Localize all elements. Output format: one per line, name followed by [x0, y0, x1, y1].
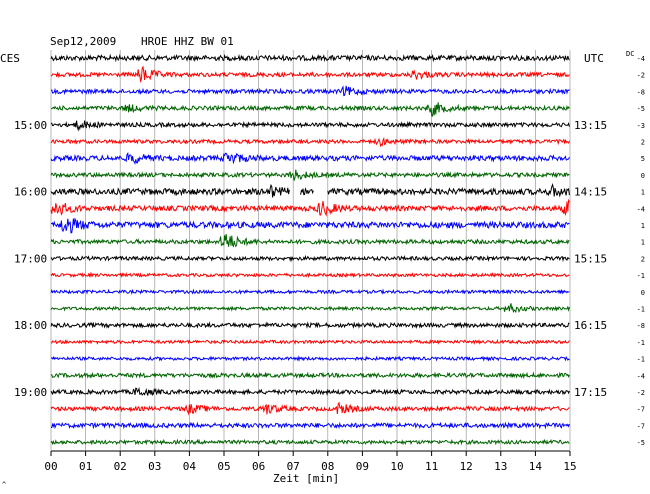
trace-row: [50, 120, 570, 132]
trace-row: [50, 321, 570, 329]
x-tick-label: 08: [321, 460, 334, 473]
dc-offset-label: -4: [637, 205, 645, 213]
x-tick-label: 02: [114, 460, 127, 473]
left-time-label: 17:00: [14, 252, 47, 265]
right-time-label: 13:15: [574, 119, 607, 132]
dc-offset-label: 2: [641, 139, 645, 147]
x-axis-ticks: 00 01 02 03 04 05 06 07 08 09 10 11 12 13 14 15: [44, 451, 577, 473]
trace-row: [50, 152, 570, 165]
trace-row: [50, 303, 570, 314]
right-time-label: 17:15: [574, 386, 607, 399]
dc-offset-label: -2: [637, 389, 645, 397]
trace-row: [50, 53, 570, 63]
left-time-labels: 15:00 16:00 17:00 18:00 19:00: [14, 119, 47, 399]
x-tick-label: 12: [460, 460, 473, 473]
dc-offset-label: -7: [637, 422, 645, 430]
x-axis-label: Zeit [min]: [273, 472, 339, 485]
left-time-label: 19:00: [14, 386, 47, 399]
dc-offset-labels: -4 -2 -8 -5 -3 2 5 0 1 -4 1 1 2 -1 0 -1 -8 -1 -1 -4 -2 -7 -7 -5: [637, 55, 645, 447]
right-time-labels: 13:15 14:15 15:15 16:15 17:15: [574, 119, 607, 399]
x-tick-label: 05: [217, 460, 230, 473]
dc-offset-label: -8: [637, 322, 645, 330]
dc-header-label: DC: [626, 50, 634, 58]
right-time-label: 14:15: [574, 186, 607, 199]
dc-offset-label: -2: [637, 72, 645, 80]
trace-row: [50, 271, 570, 279]
dc-offset-label: -5: [637, 105, 645, 113]
dc-offset-label: -1: [637, 339, 645, 347]
trace-row: [50, 438, 570, 446]
x-tick-label: 06: [252, 460, 265, 473]
dc-offset-label: -7: [637, 406, 645, 414]
x-tick-label: 03: [148, 460, 161, 473]
trace-row: [50, 386, 570, 396]
dc-offset-label: -1: [637, 306, 645, 314]
header-station: HROE HHZ BW 01: [141, 35, 234, 48]
left-time-label: 18:00: [14, 319, 47, 332]
trace-row: [50, 85, 570, 97]
header-date: Sep12,2009: [50, 35, 116, 48]
x-tick-label: 01: [79, 460, 92, 473]
dc-offset-label: -1: [637, 272, 645, 280]
dc-offset-label: 5: [641, 155, 645, 163]
x-tick-label: 07: [287, 460, 300, 473]
left-zone-label: CES: [0, 52, 20, 65]
x-tick-label: 10: [390, 460, 403, 473]
corner-mark: ^: [2, 481, 6, 489]
trace-row: [50, 338, 570, 345]
dc-offset-label: 0: [641, 172, 645, 180]
dc-offset-label: -3: [637, 122, 645, 130]
dc-offset-label: 2: [641, 255, 645, 263]
trace-row: [50, 198, 570, 217]
trace-row: [50, 234, 570, 248]
seismic-traces: [50, 53, 570, 446]
dc-offset-label: -4: [637, 372, 645, 380]
left-time-label: 15:00: [14, 119, 47, 132]
right-time-label: 15:15: [574, 252, 607, 265]
trace-row: [50, 102, 570, 117]
dc-offset-label: -8: [637, 88, 645, 96]
dc-offset-label: -4: [637, 55, 645, 63]
trace-row: [50, 137, 570, 148]
x-tick-label: 04: [183, 460, 197, 473]
dc-offset-label: -1: [637, 356, 645, 364]
dc-offset-label: 1: [641, 222, 645, 230]
right-time-label: 16:15: [574, 319, 607, 332]
dc-offset-label: 1: [641, 239, 645, 247]
right-zone-label: UTC: [584, 52, 604, 65]
trace-row: [51, 65, 570, 84]
trace-row: [50, 288, 570, 295]
trace-row: [50, 401, 570, 416]
x-tick-label: 09: [356, 460, 369, 473]
dc-offset-label: 1: [641, 189, 645, 197]
x-tick-label: 15: [563, 460, 576, 473]
trace-row: [50, 183, 570, 198]
x-tick-label: 00: [44, 460, 57, 473]
trace-row: [50, 169, 570, 181]
x-tick-label: 11: [425, 460, 438, 473]
trace-row: [50, 371, 570, 380]
trace-row: [50, 355, 570, 362]
x-tick-label: 13: [494, 460, 507, 473]
minute-gridlines: [50, 50, 571, 452]
dc-offset-label: -5: [637, 439, 645, 447]
x-tick-label: 14: [529, 460, 543, 473]
trace-row: [50, 217, 570, 234]
trace-row: [51, 421, 570, 430]
trace-row: [50, 254, 570, 263]
dc-offset-label: 0: [641, 289, 645, 297]
left-time-label: 16:00: [14, 186, 47, 199]
